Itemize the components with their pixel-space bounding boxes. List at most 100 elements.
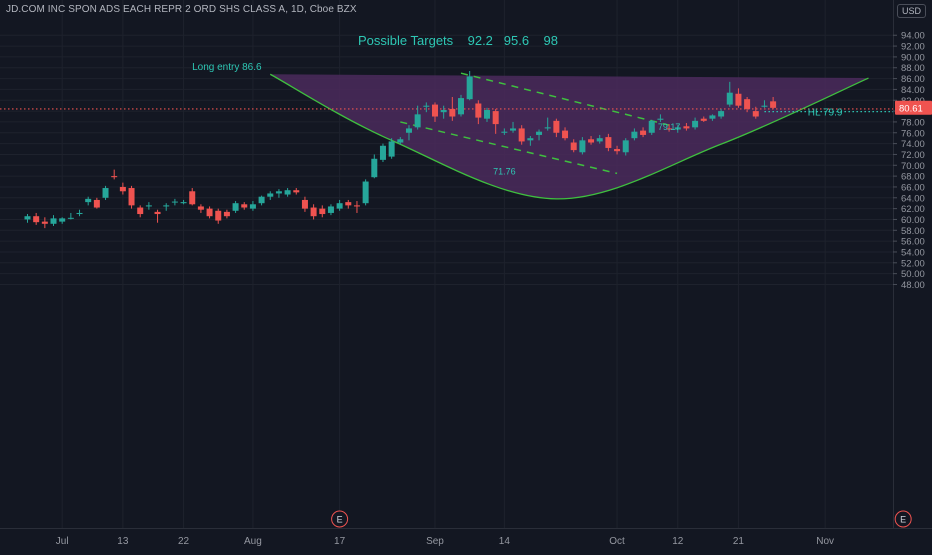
candle[interactable] [657, 114, 664, 122]
candle[interactable] [171, 198, 178, 206]
candle[interactable] [85, 196, 92, 206]
candle[interactable] [718, 108, 725, 119]
candle[interactable] [50, 215, 57, 226]
candle[interactable] [293, 188, 300, 195]
candle[interactable] [770, 97, 777, 109]
candle[interactable] [414, 105, 421, 130]
candle[interactable] [163, 203, 170, 211]
candle[interactable] [397, 137, 404, 145]
candle[interactable] [674, 125, 681, 133]
candle[interactable] [327, 204, 334, 216]
candle[interactable] [345, 199, 352, 209]
candle[interactable] [128, 185, 135, 209]
candle-body [735, 93, 742, 106]
candle[interactable] [154, 209, 161, 223]
candle[interactable] [744, 97, 751, 113]
candle[interactable] [492, 108, 499, 134]
candle[interactable] [59, 217, 66, 224]
candle[interactable] [67, 212, 74, 220]
candles-layer[interactable] [24, 70, 777, 229]
candle[interactable] [466, 70, 473, 101]
candle[interactable] [93, 197, 100, 209]
candle[interactable] [180, 199, 187, 205]
candle[interactable] [640, 127, 647, 138]
candle[interactable] [379, 143, 386, 163]
candle[interactable] [605, 133, 612, 152]
candle[interactable] [579, 137, 586, 155]
candle[interactable] [197, 204, 204, 213]
candle[interactable] [362, 179, 369, 206]
candle[interactable] [431, 102, 438, 122]
candle[interactable] [588, 136, 595, 145]
candle[interactable] [206, 206, 213, 219]
candle[interactable] [735, 88, 742, 108]
candle[interactable] [614, 145, 621, 155]
candle[interactable] [752, 106, 759, 119]
candle[interactable] [761, 100, 768, 108]
candle[interactable] [336, 199, 343, 211]
bowl-fill [270, 74, 869, 199]
candle[interactable] [405, 125, 412, 141]
candle[interactable] [353, 201, 360, 213]
candle[interactable] [423, 102, 430, 113]
annotation-label: 71.76 [493, 166, 516, 176]
candle[interactable] [553, 118, 560, 138]
price-axis-label: 90.00 [901, 52, 925, 63]
candle[interactable] [475, 100, 482, 125]
candle[interactable] [319, 205, 326, 218]
candle[interactable] [258, 195, 265, 206]
candle[interactable] [111, 169, 118, 180]
candle[interactable] [501, 128, 508, 135]
candle[interactable] [24, 214, 31, 223]
candle[interactable] [223, 209, 230, 219]
candle[interactable] [310, 204, 317, 220]
candle[interactable] [440, 105, 447, 119]
candle[interactable] [527, 136, 534, 146]
candle[interactable] [275, 189, 282, 198]
candle[interactable] [544, 117, 551, 131]
candle[interactable] [562, 127, 569, 141]
candle[interactable] [484, 107, 491, 122]
candle[interactable] [371, 154, 378, 179]
candle[interactable] [692, 117, 699, 130]
candle[interactable] [119, 182, 126, 195]
earnings-marker[interactable]: E [894, 510, 912, 528]
candle[interactable] [510, 121, 517, 133]
candle[interactable] [189, 188, 196, 206]
candle[interactable] [137, 205, 144, 218]
candle[interactable] [33, 212, 40, 225]
candle[interactable] [102, 185, 109, 200]
candle[interactable] [536, 129, 543, 141]
candle-body [492, 111, 499, 125]
candle[interactable] [76, 209, 83, 217]
candle[interactable] [709, 114, 716, 121]
candle[interactable] [666, 124, 673, 132]
candle[interactable] [631, 128, 638, 141]
candle[interactable] [301, 196, 308, 212]
candle-body [440, 110, 447, 113]
candle[interactable] [215, 208, 222, 224]
candle[interactable] [145, 202, 152, 210]
candle[interactable] [458, 94, 464, 117]
candle[interactable] [726, 81, 733, 107]
candle[interactable] [700, 116, 707, 122]
candle[interactable] [596, 134, 603, 144]
candle[interactable] [648, 119, 655, 135]
candle[interactable] [267, 191, 274, 200]
candle[interactable] [449, 97, 456, 121]
candle[interactable] [683, 123, 690, 131]
candle[interactable] [622, 138, 629, 156]
candle[interactable] [518, 125, 525, 145]
earnings-marker[interactable]: E [331, 510, 349, 528]
candle[interactable] [284, 188, 291, 197]
currency-badge[interactable]: USD [896, 4, 926, 18]
candle[interactable] [241, 202, 248, 210]
candle[interactable] [388, 138, 395, 159]
candle[interactable] [41, 217, 48, 229]
candle[interactable] [232, 201, 239, 213]
candle-body [171, 201, 178, 203]
candle[interactable] [570, 139, 577, 153]
candle[interactable] [249, 201, 256, 211]
